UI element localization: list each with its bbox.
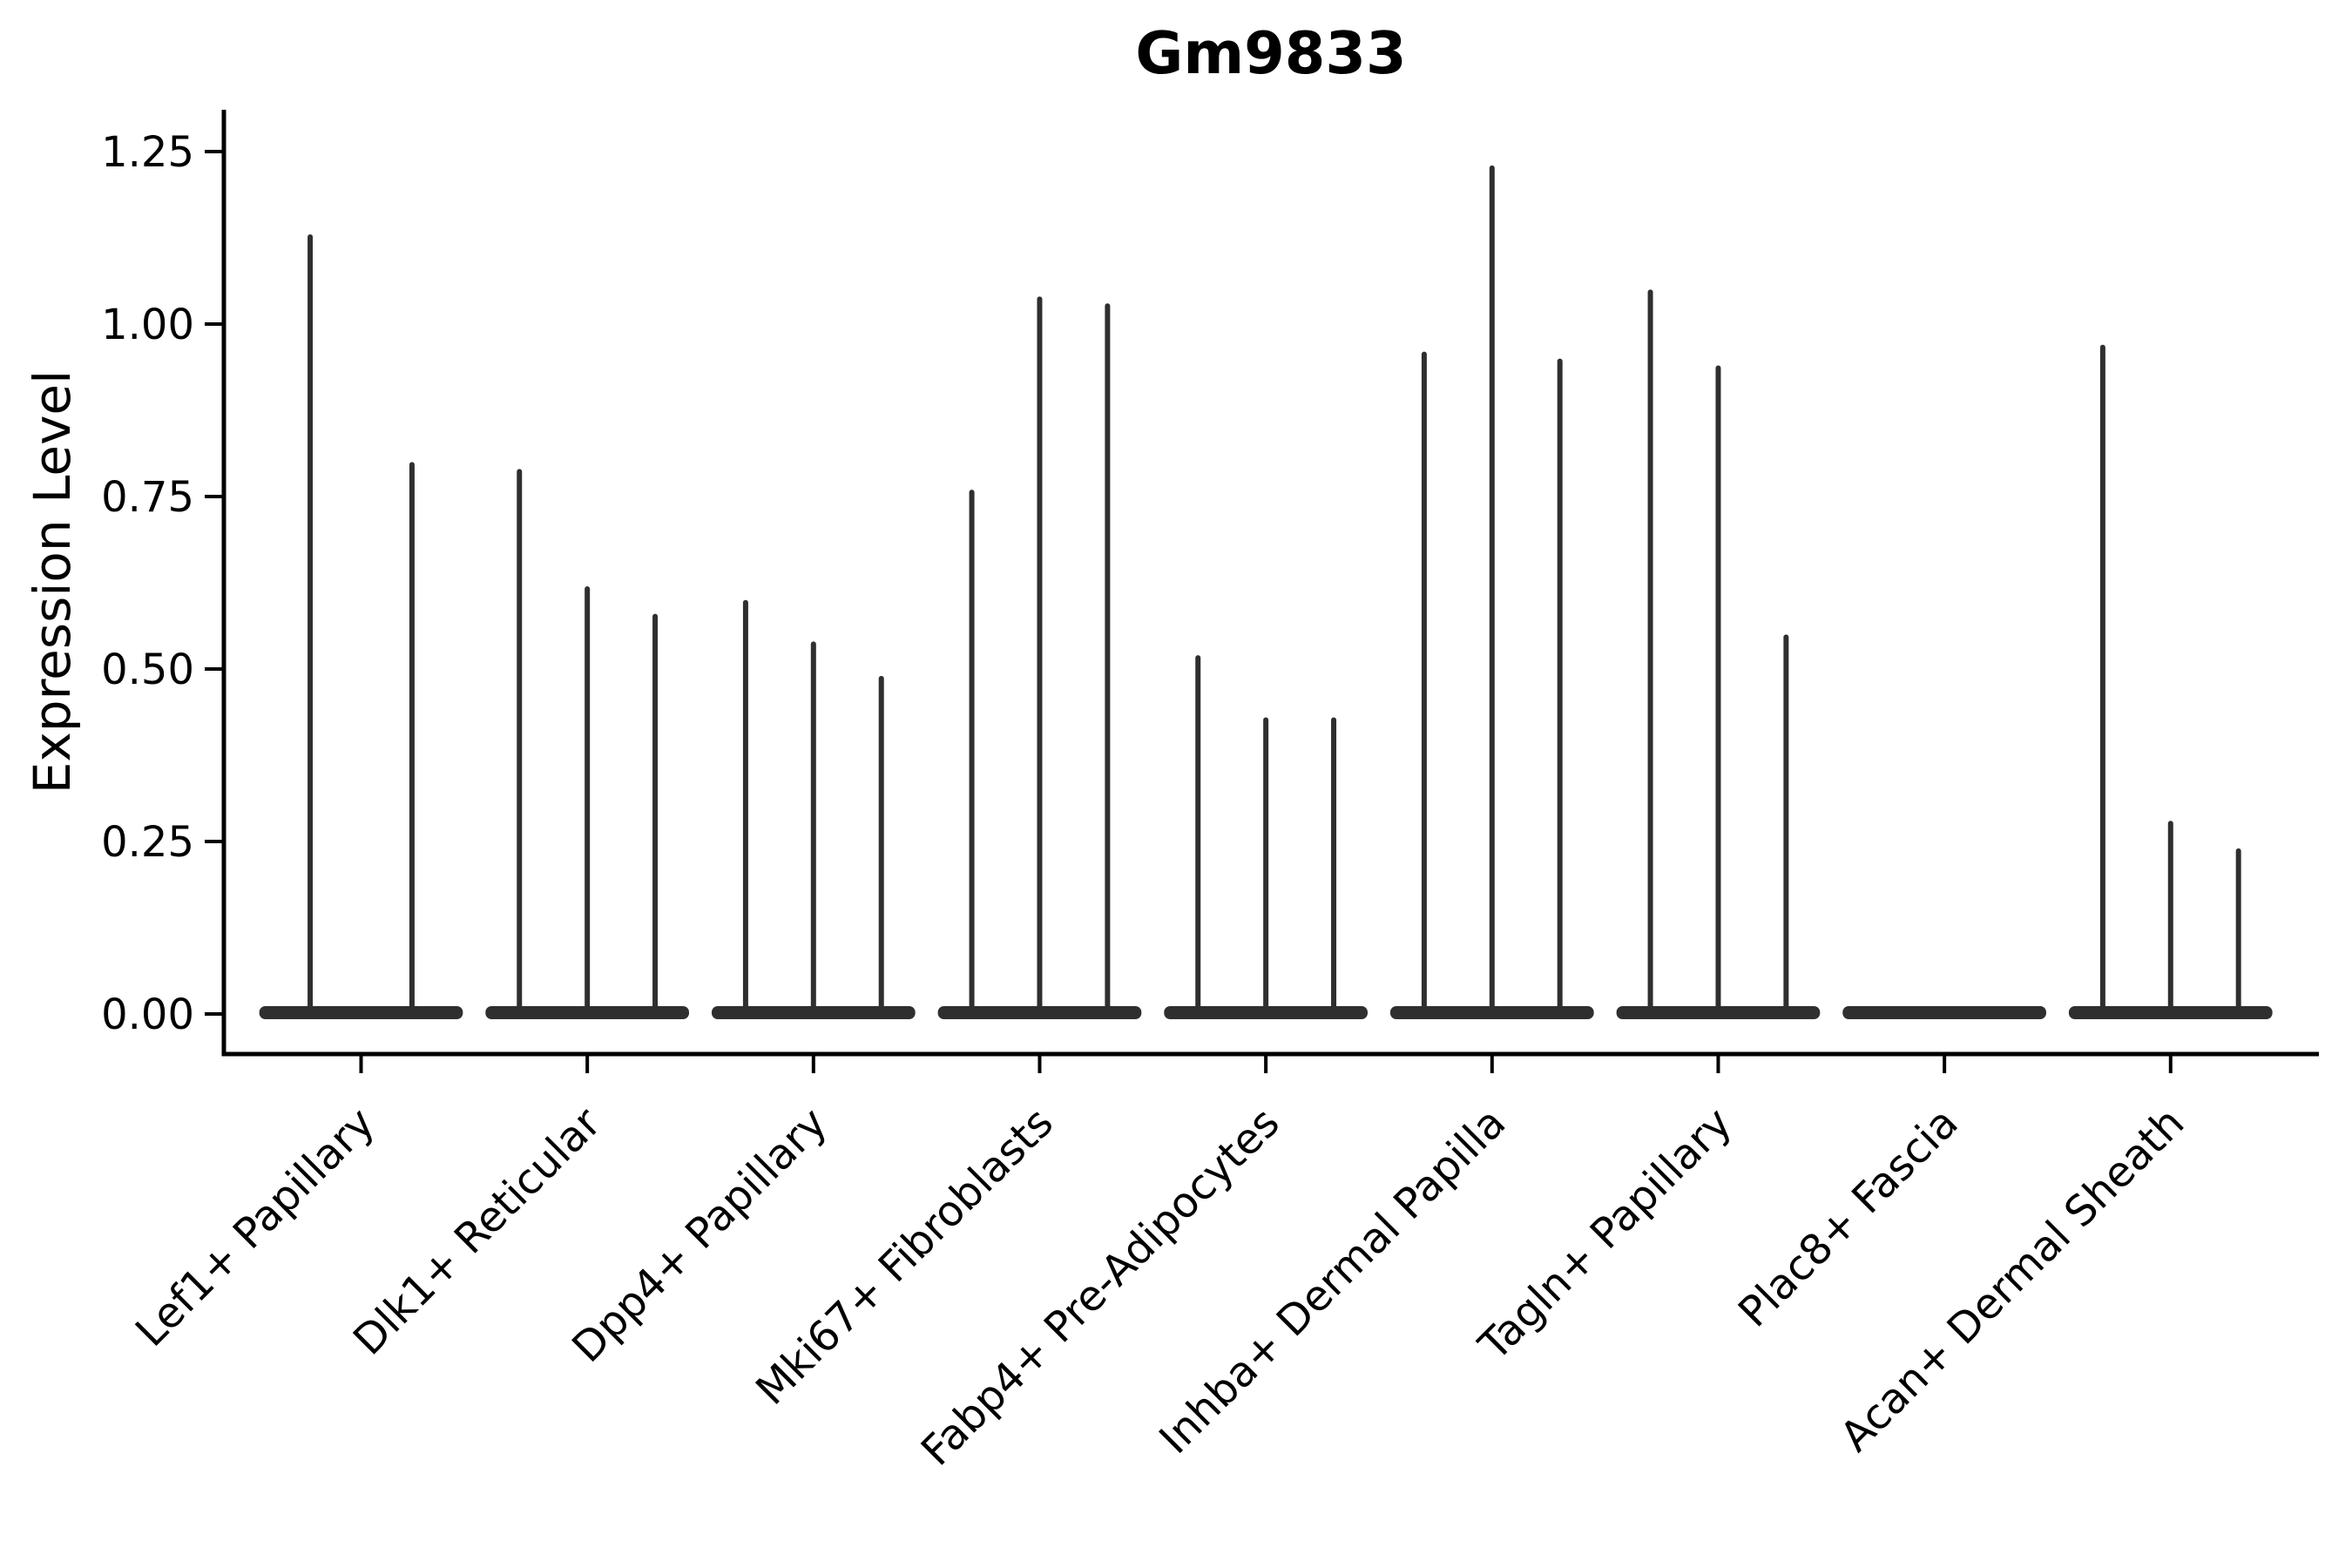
x-tick-label: Fabp4+ Pre-Adipocytes	[912, 1098, 1289, 1476]
x-tick-label: Lef1+ Papillary	[126, 1098, 384, 1356]
y-tick-label: 0.50	[101, 645, 194, 694]
violin-group	[937, 296, 1142, 1019]
y-axis-label: Expression Level	[23, 369, 82, 794]
x-tick-label: Tagln+ Papillary	[1470, 1098, 1741, 1370]
y-tick-label: 0.75	[101, 473, 194, 522]
y-tick-label: 1.00	[101, 301, 194, 349]
violin-group	[485, 469, 690, 1019]
chart-title: Gm9833	[1135, 19, 1407, 87]
violin-group	[259, 234, 463, 1019]
violin-group	[1842, 1006, 2046, 1019]
y-tick-label: 0.25	[101, 818, 194, 867]
violin-group	[1616, 289, 1821, 1019]
violin-group	[2068, 344, 2273, 1019]
violin-group	[1164, 655, 1368, 1019]
y-tick-label: 0.00	[101, 990, 194, 1039]
violin-group	[711, 599, 916, 1019]
x-tick-label: Dlk1+ Reticular	[344, 1098, 611, 1365]
violin-base	[259, 1006, 463, 1019]
x-tick-label: Plac8+ Fascia	[1729, 1098, 1968, 1337]
violin-group	[1389, 165, 1594, 1019]
violin-base	[1842, 1006, 2046, 1019]
y-tick-label: 1.25	[101, 128, 194, 177]
